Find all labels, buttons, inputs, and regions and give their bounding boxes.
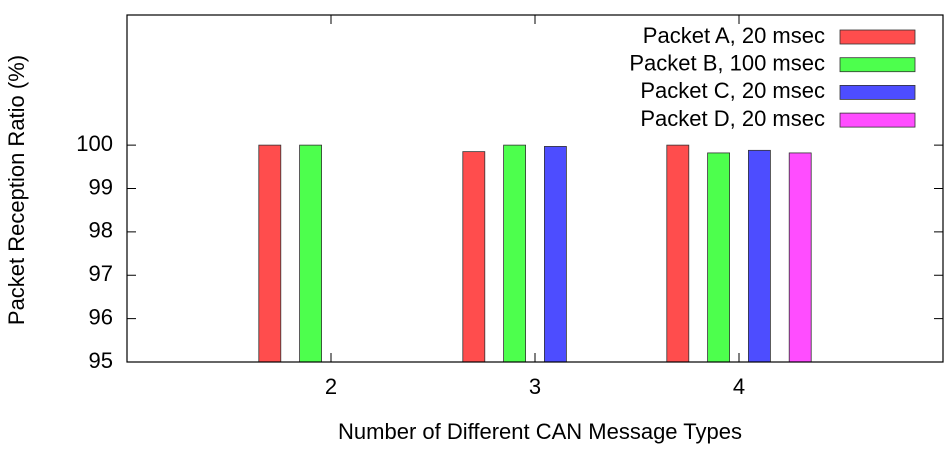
legend-label: Packet C, 20 msec [640,78,825,103]
x-tick-label: 2 [325,374,337,399]
y-tick-label: 98 [89,218,113,243]
y-axis-label: Packet Reception Ratio (%) [4,55,29,325]
y-tick-label: 100 [76,131,113,156]
x-axis-label: Number of Different CAN Message Types [338,419,742,444]
bar [503,144,527,363]
y-tick-label: 99 [89,174,113,199]
legend-swatch [839,85,916,100]
bar [748,149,771,363]
legend-label: Packet B, 100 msec [629,51,825,76]
bar [462,151,486,363]
bar [707,152,730,363]
bar [299,144,323,363]
y-tick-label: 96 [89,304,113,329]
legend-label: Packet D, 20 msec [640,106,825,131]
legend-swatch [839,57,916,73]
x-tick-label: 3 [529,374,541,399]
y-tick-label: 97 [89,261,113,286]
bar [666,144,690,363]
y-tick-label: 95 [89,348,113,373]
plot-frame [126,14,944,363]
bar [788,152,812,363]
legend-label: Packet A, 20 msec [643,23,825,48]
x-tick-label: 4 [733,374,745,399]
legend-swatch [839,29,916,45]
bar [544,146,567,363]
legend-swatch [839,112,916,128]
bar [258,144,282,363]
